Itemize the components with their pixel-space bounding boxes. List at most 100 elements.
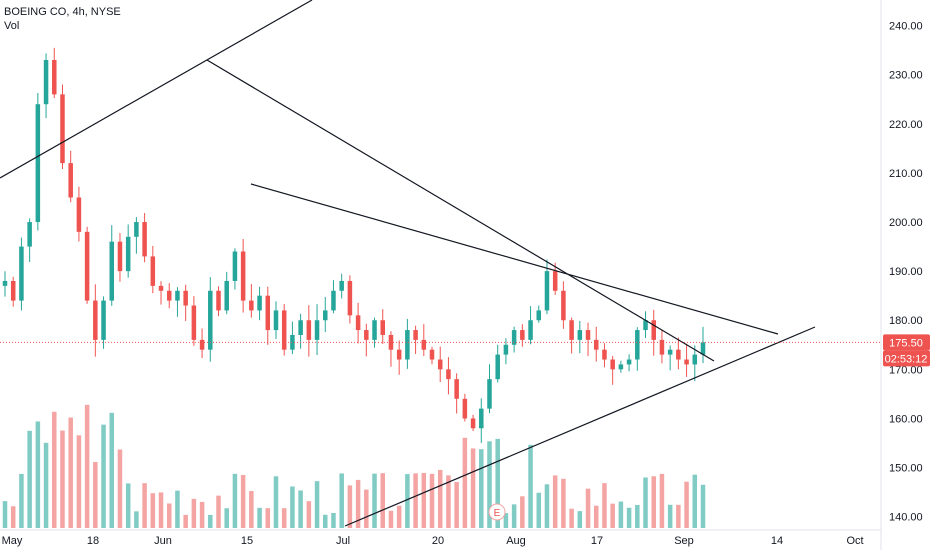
x-tick-label: Jun: [154, 535, 172, 547]
candle-body: [84, 231, 90, 301]
candle-body: [569, 320, 574, 340]
earnings-marker-label: E: [494, 508, 501, 519]
volume-bar: [323, 514, 328, 528]
volume-bar: [35, 421, 41, 528]
candle-body: [240, 251, 246, 301]
volume-bar: [224, 508, 229, 528]
countdown-badge: [883, 350, 930, 367]
candle-body: [577, 330, 583, 340]
x-tick-label: Oct: [846, 535, 863, 547]
y-tick-label: 160.00: [889, 413, 923, 425]
volume-bar: [19, 473, 24, 528]
volume-bar: [347, 485, 353, 528]
volume-bar: [561, 478, 566, 528]
volume-bar: [290, 486, 295, 528]
y-tick-label: 150.00: [889, 463, 923, 475]
candle-body: [109, 241, 115, 301]
candle-body: [273, 310, 279, 331]
candle-body: [290, 334, 295, 350]
candle-body: [520, 330, 525, 340]
candle-body: [503, 344, 509, 355]
volume-bar: [552, 475, 558, 528]
candle-body: [618, 364, 624, 370]
symbol-title: BOEING CO, 4h, NYSE: [4, 6, 121, 18]
volume-bar: [429, 473, 435, 528]
volume-bar: [405, 474, 410, 528]
volume-bar: [651, 476, 656, 528]
volume-bar: [388, 510, 394, 528]
candle-body: [93, 300, 98, 340]
volume-bar: [232, 473, 238, 528]
candle-body: [35, 104, 41, 223]
x-tick-label: Sep: [674, 535, 694, 547]
volume-bar: [577, 511, 583, 528]
candle-body: [306, 320, 312, 340]
volume-bar: [462, 437, 468, 528]
y-tick-label: 210.00: [889, 168, 923, 180]
candle-body: [462, 398, 468, 419]
candle-body: [101, 300, 106, 340]
y-tick-label: 190.00: [889, 266, 923, 278]
candle-body: [323, 310, 328, 321]
candle-body: [446, 369, 451, 380]
candle-body: [528, 320, 533, 340]
candle-body: [470, 418, 476, 429]
candle-body: [281, 310, 287, 350]
candle-body: [626, 359, 632, 365]
candle-body: [405, 330, 410, 360]
candle-body: [76, 197, 82, 232]
candle-body: [610, 359, 615, 370]
volume-bar: [396, 505, 402, 528]
candle-body: [676, 349, 681, 360]
volume-bar: [265, 508, 271, 528]
volume-bar: [43, 442, 49, 528]
x-tick-label: Aug: [506, 535, 526, 547]
volume-bar: [536, 492, 542, 528]
volume-bar: [454, 481, 459, 528]
candle-body: [635, 330, 640, 360]
volume-bar: [281, 508, 287, 528]
x-tick-label: 17: [591, 535, 603, 547]
volume-bar: [142, 483, 147, 528]
y-axis-panel: [881, 0, 932, 550]
candle-body: [372, 320, 377, 340]
trendline: [250, 183, 779, 335]
volume-bar: [183, 514, 188, 528]
candle-body: [249, 300, 254, 311]
candle-body: [19, 246, 24, 301]
candle-body: [224, 280, 229, 311]
candle-body: [511, 330, 517, 345]
volume-bar: [364, 489, 369, 528]
volume-bar: [199, 501, 205, 528]
volume-bar: [2, 501, 8, 528]
chart-legend: BOEING CO, 4h, NYSE Vol: [4, 5, 121, 33]
candle-body: [347, 280, 353, 316]
candle-body: [265, 295, 271, 331]
volume-bar: [339, 473, 344, 528]
volume-bar: [273, 476, 279, 528]
volume-bar: [487, 441, 492, 528]
volume-bar: [68, 417, 73, 528]
candle-body: [52, 60, 57, 95]
volume-bar: [125, 483, 131, 528]
volume-bar: [355, 479, 361, 528]
candle-body: [117, 241, 123, 272]
volume-bar: [413, 473, 418, 528]
volume-bar: [257, 507, 262, 528]
candle-body: [166, 290, 172, 301]
candle-body: [437, 359, 443, 370]
volume-bar: [52, 411, 57, 528]
y-tick-label: 240.00: [889, 21, 923, 33]
candle-body: [298, 320, 303, 335]
volume-bar: [569, 508, 574, 528]
volume-bar: [109, 412, 115, 528]
candle-body: [380, 320, 385, 335]
volume-bar: [93, 461, 98, 528]
candle-body: [495, 354, 500, 380]
candle-body: [158, 285, 164, 291]
candle-body: [355, 315, 361, 331]
candle-body: [199, 339, 205, 350]
candle-body: [27, 222, 32, 247]
